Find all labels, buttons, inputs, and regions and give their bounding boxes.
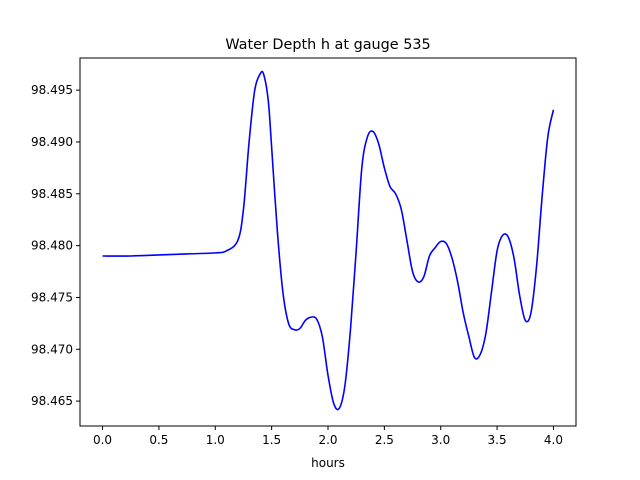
plot-area [102,70,555,411]
x-tick-label: 0.0 [93,433,112,447]
x-axis: 0.0 0.5 1.0 1.5 2.0 2.5 3.0 3.5 4.0 [93,426,563,447]
series-line-0 [102,70,555,411]
y-tick-label: 98.480 [31,239,73,253]
y-tick-label: 98.465 [31,394,73,408]
y-tick-label: 98.485 [31,187,73,201]
x-tick-label: 3.5 [488,433,507,447]
x-tick-label: 2.0 [318,433,337,447]
y-axis: 98.465 98.470 98.475 98.480 98.485 98.490 98.4… [31,83,80,408]
x-tick-label: 2.5 [375,433,394,447]
x-tick-label: 4.0 [544,433,563,447]
x-tick-label: 0.5 [149,433,168,447]
x-tick-label: 1.5 [262,433,281,447]
chart-title: Water Depth h at gauge 535 [225,37,430,53]
y-tick-label: 98.490 [31,135,73,149]
x-axis-label: hours [311,456,345,470]
y-tick-label: 98.470 [31,342,73,356]
x-tick-label: 3.0 [431,433,450,447]
y-tick-label: 98.495 [31,83,73,97]
y-tick-label: 98.475 [31,290,73,304]
x-tick-label: 1.0 [206,433,225,447]
